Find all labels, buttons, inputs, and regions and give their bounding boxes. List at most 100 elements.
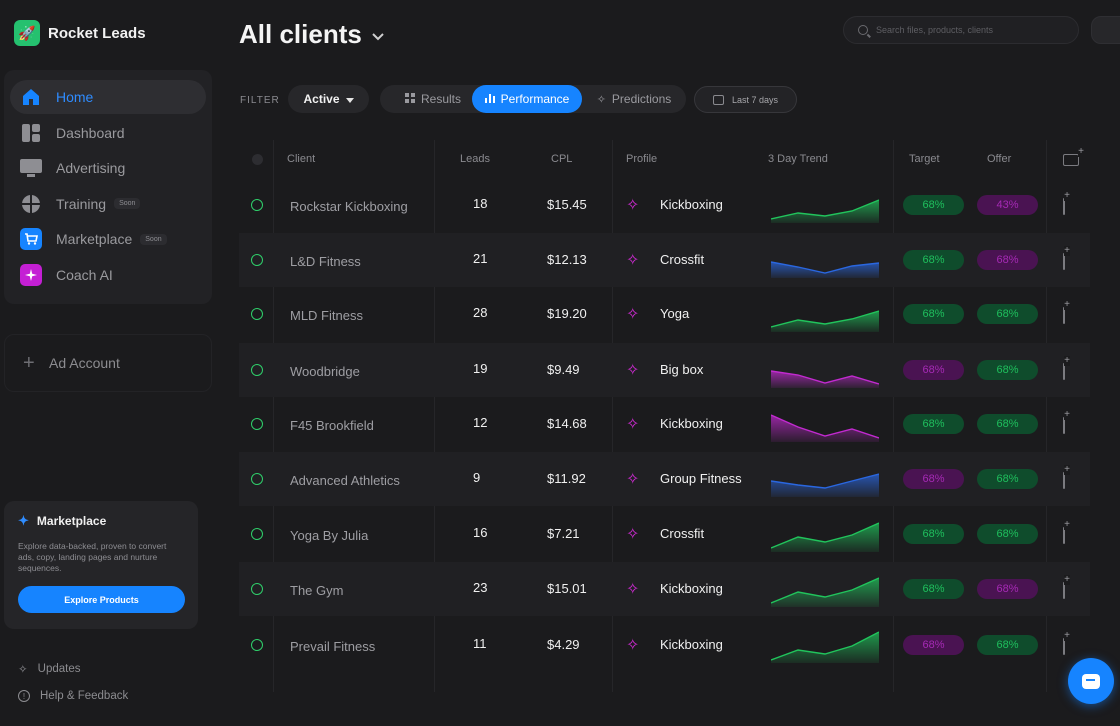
cpl-value: $14.68 [547, 416, 587, 431]
search-input[interactable] [876, 25, 1056, 35]
ad-account-label: Ad Account [49, 355, 120, 371]
select-all-radio[interactable] [252, 154, 263, 165]
chat-button[interactable] [1068, 658, 1114, 704]
row-action-icon[interactable] [1063, 417, 1065, 434]
row-action-icon[interactable] [1063, 253, 1065, 270]
offer-badge: 68% [977, 304, 1038, 324]
table-row[interactable]: Woodbridge 19 $9.49 ✧ Big box 68% 68% [239, 343, 1090, 397]
client-name[interactable]: Woodbridge [290, 364, 360, 379]
row-action-icon[interactable] [1063, 638, 1065, 655]
row-action-icon[interactable] [1063, 582, 1065, 599]
leads-value: 23 [473, 580, 488, 595]
client-name[interactable]: Yoga By Julia [290, 528, 369, 543]
row-action-icon[interactable] [1063, 527, 1065, 544]
sidebar-item-home[interactable]: Home [10, 80, 206, 114]
row-action-icon[interactable] [1063, 198, 1065, 215]
soon-badge: Soon [114, 198, 141, 210]
sidebar-item-label: Training [56, 195, 107, 212]
table-row[interactable]: Prevail Fitness 11 $4.29 ✧ Kickboxing 68% 68% [239, 618, 1090, 672]
cpl-value: $19.20 [547, 306, 587, 321]
sidebar-item-advertising[interactable]: Advertising [10, 151, 206, 185]
trend-line [771, 199, 879, 220]
status-filter-dropdown[interactable]: Active [288, 85, 369, 113]
trend-line [771, 261, 879, 274]
trend-line [771, 522, 879, 549]
table-row[interactable]: F45 Brookfield 12 $14.68 ✧ Kickboxing 68% 68% [239, 397, 1090, 451]
table-row[interactable]: The Gym 23 $15.01 ✧ Kickboxing 68% 68% [239, 562, 1090, 616]
table-row[interactable]: Rockstar Kickboxing 18 $15.45 ✧ Kickboxing 68… [239, 178, 1090, 232]
table-row[interactable]: MLD Fitness 28 $19.20 ✧ Yoga 68% 68% [239, 287, 1090, 341]
row-action-icon[interactable] [1063, 307, 1065, 324]
trend-sparkline [771, 473, 879, 497]
training-icon [20, 193, 42, 215]
brand[interactable]: 🚀 Rocket Leads [14, 20, 146, 46]
column-header-cpl[interactable]: CPL [551, 153, 573, 165]
table-row[interactable]: L&D Fitness 21 $12.13 ✧ Crossfit 68% 68% [239, 233, 1090, 287]
row-select-radio[interactable] [251, 639, 263, 651]
client-name[interactable]: Rockstar Kickboxing [290, 199, 408, 214]
row-select-radio[interactable] [251, 308, 263, 320]
add-column-icon[interactable] [1063, 147, 1084, 166]
column-header-offer[interactable]: Offer [987, 153, 1012, 165]
table-row[interactable]: Advanced Athletics 9 $11.92 ✧ Group Fitness 6… [239, 452, 1090, 506]
leads-value: 28 [473, 305, 488, 320]
row-select-radio[interactable] [251, 418, 263, 430]
offer-badge: 68% [977, 469, 1038, 489]
column-header-profile[interactable]: Profile [626, 153, 658, 165]
column-header-target[interactable]: Target [909, 153, 940, 165]
date-range-picker[interactable]: Last 7 days [694, 86, 797, 113]
client-name[interactable]: MLD Fitness [290, 308, 363, 323]
row-select-radio[interactable] [251, 473, 263, 485]
explore-products-button[interactable]: Explore Products [18, 586, 185, 613]
client-name[interactable]: L&D Fitness [290, 254, 361, 269]
row-select-radio[interactable] [251, 583, 263, 595]
chevron-down-icon [372, 28, 384, 46]
column-header-leads[interactable]: Leads [460, 153, 490, 165]
trend-area [771, 523, 879, 552]
row-select-radio[interactable] [251, 254, 263, 266]
help-feedback-link[interactable]: ! Help & Feedback [18, 690, 128, 702]
client-name[interactable]: Advanced Athletics [290, 473, 400, 488]
column-header-client[interactable]: Client [287, 153, 316, 165]
offer-badge: 68% [977, 414, 1038, 434]
add-ad-account-button[interactable]: + Ad Account [4, 334, 212, 392]
tab-performance[interactable]: Performance [472, 85, 582, 113]
search-bar[interactable] [843, 16, 1079, 44]
leads-value: 21 [473, 251, 488, 266]
search-icon [858, 25, 868, 35]
trend-sparkline [771, 577, 879, 607]
help-label: Help & Feedback [40, 690, 129, 702]
row-action-icon[interactable] [1063, 472, 1065, 489]
tab-results[interactable]: Results [392, 85, 474, 113]
sparkle-icon: ✧ [626, 471, 640, 488]
row-select-radio[interactable] [251, 199, 263, 211]
cpl-value: $15.45 [547, 197, 587, 212]
sidebar-item-coach-ai[interactable]: Coach AI [10, 258, 206, 292]
account-chip[interactable] [1091, 16, 1120, 44]
updates-link[interactable]: ✧ Updates [18, 662, 80, 676]
sidebar-item-marketplace[interactable]: Marketplace Soon [10, 222, 206, 256]
profile-value: Kickboxing [660, 581, 723, 596]
trend-sparkline [771, 522, 879, 552]
sidebar-item-training[interactable]: Training Soon [10, 187, 206, 221]
tab-predictions[interactable]: ✧ Predictions [586, 85, 682, 113]
row-action-icon[interactable] [1063, 363, 1065, 380]
offer-badge: 68% [977, 360, 1038, 380]
grid-icon [404, 92, 415, 106]
trend-sparkline [771, 199, 879, 223]
target-badge: 68% [903, 250, 964, 270]
caret-down-icon [345, 92, 354, 106]
sidebar-item-dashboard[interactable]: Dashboard [10, 116, 206, 150]
trend-sparkline [771, 414, 879, 442]
client-name[interactable]: F45 Brookfield [290, 418, 374, 433]
client-name[interactable]: Prevail Fitness [290, 639, 376, 654]
row-select-radio[interactable] [251, 364, 263, 376]
date-range-label: Last 7 days [731, 94, 779, 105]
table-row[interactable]: Yoga By Julia 16 $7.21 ✧ Crossfit 68% 68% [239, 507, 1090, 561]
column-header-trend[interactable]: 3 Day Trend [768, 153, 828, 165]
client-name[interactable]: The Gym [290, 583, 344, 598]
client-selector[interactable]: All clients [239, 19, 384, 50]
leads-value: 16 [473, 525, 488, 540]
row-select-radio[interactable] [251, 528, 263, 540]
target-badge: 68% [903, 635, 964, 655]
